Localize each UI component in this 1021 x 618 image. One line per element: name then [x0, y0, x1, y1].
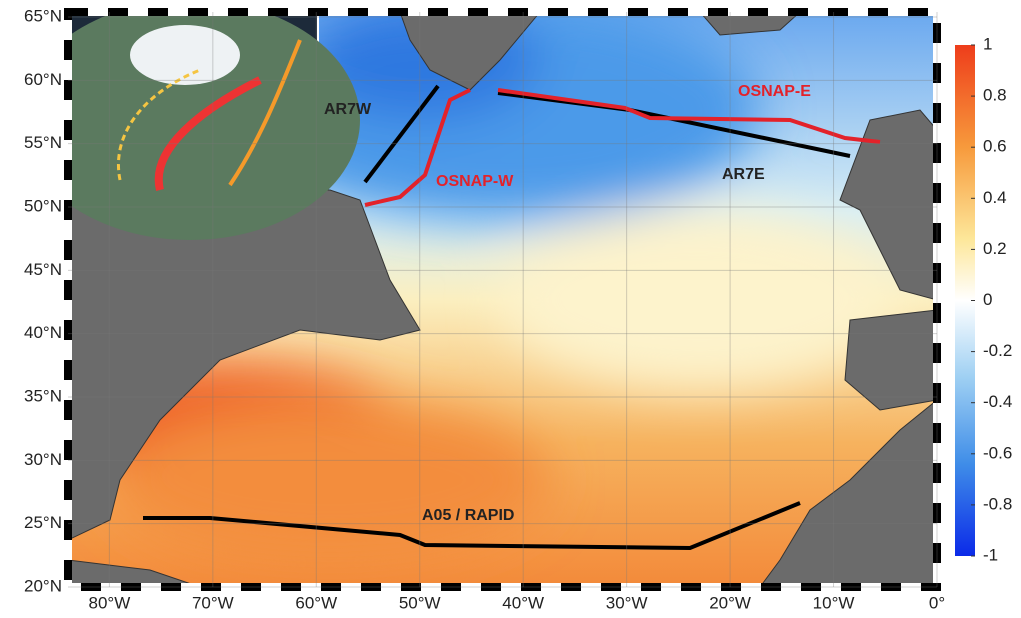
x-tick-label: 0°	[929, 593, 945, 612]
x-tick-label: 40°W	[502, 593, 544, 612]
y-tick-label: 60°N	[24, 70, 62, 89]
frame-black	[64, 8, 941, 591]
colorbar-tick-label: 0.6	[983, 137, 1007, 156]
colorbar-tick-label: 1	[983, 34, 992, 53]
colorbar	[955, 45, 975, 556]
colorbar-tick-label: 0.8	[983, 86, 1007, 105]
y-tick-label: 50°N	[24, 196, 62, 215]
colorbar-tick-label: -0.8	[983, 494, 1012, 513]
section-label: AR7W	[324, 101, 372, 118]
y-tick-label: 30°N	[24, 450, 62, 469]
y-tick-label: 25°N	[24, 513, 62, 532]
y-tick-label: 35°N	[24, 386, 62, 405]
x-tick-label: 10°W	[813, 593, 855, 612]
y-tick-label: 20°N	[24, 576, 62, 595]
x-tick-label: 70°W	[192, 593, 234, 612]
y-tick-label: 40°N	[24, 323, 62, 342]
x-tick-label: 20°W	[709, 593, 751, 612]
x-tick-label: 80°W	[88, 593, 130, 612]
colorbar-tick-label: 0.2	[983, 239, 1007, 258]
colorbar-tick-label: 0.4	[983, 188, 1007, 207]
map-area	[68, 12, 937, 587]
x-tick-label: 30°W	[606, 593, 648, 612]
y-tick-label: 55°N	[24, 133, 62, 152]
colorbar-tick-label: -0.4	[983, 392, 1012, 411]
section-label: OSNAP-E	[738, 83, 811, 100]
colorbar-tick-label: -0.6	[983, 443, 1012, 462]
osnap-line	[364, 88, 881, 207]
section-label: OSNAP-W	[436, 173, 514, 190]
colorbar-tick-label: -0.2	[983, 341, 1012, 360]
y-tick-label: 45°N	[24, 260, 62, 279]
land	[68, 12, 937, 587]
section-label: AR7E	[722, 166, 765, 183]
ar7w-line	[363, 84, 440, 184]
colorbar-tick-label: -1	[983, 545, 998, 564]
x-tick-label: 60°W	[295, 593, 337, 612]
a05-rapid-line	[143, 501, 801, 551]
inset	[68, 12, 360, 240]
section-label: A05 / RAPID	[422, 507, 514, 524]
x-tick-label: 50°W	[399, 593, 441, 612]
y-tick-label: 65°N	[24, 6, 62, 25]
colorbar-tick-label: 0	[983, 290, 992, 309]
